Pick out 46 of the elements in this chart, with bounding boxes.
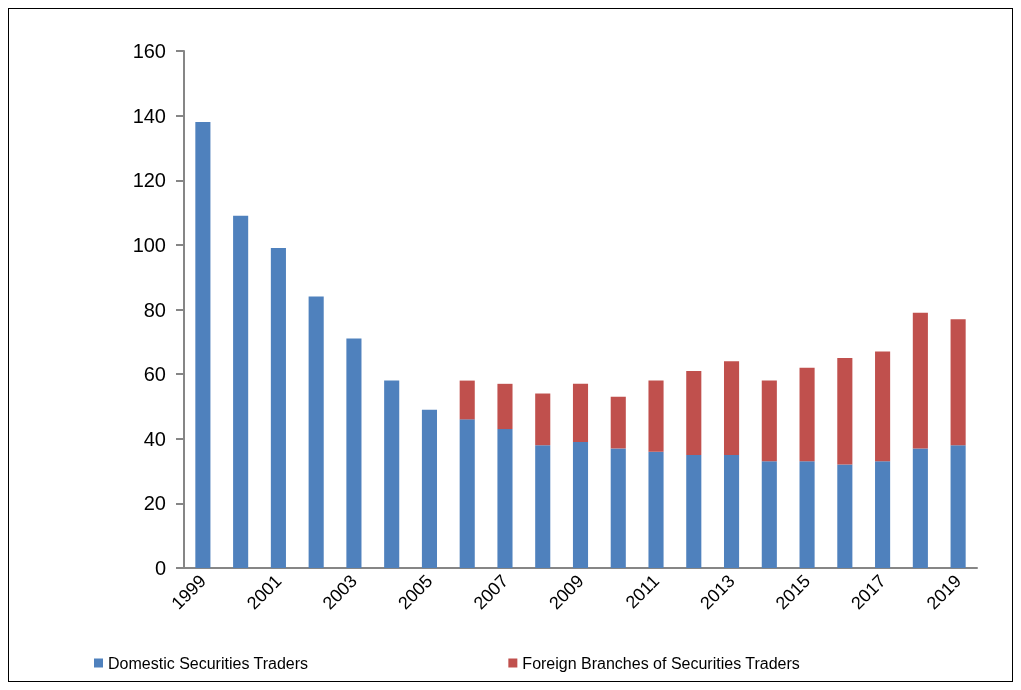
bar bbox=[497, 429, 513, 568]
y-tick-label: 0 bbox=[154, 557, 166, 579]
bar bbox=[648, 451, 664, 568]
bar bbox=[497, 383, 513, 430]
legend-label: Domestic Securities Traders bbox=[108, 654, 309, 672]
bar bbox=[459, 419, 475, 568]
bar bbox=[724, 454, 740, 568]
bar bbox=[912, 312, 928, 449]
bar bbox=[686, 454, 702, 568]
bar bbox=[950, 319, 966, 446]
bar bbox=[799, 461, 815, 568]
bar bbox=[724, 361, 740, 455]
bar bbox=[233, 215, 249, 568]
y-tick-label: 80 bbox=[143, 298, 166, 321]
bar bbox=[837, 357, 853, 465]
bar bbox=[421, 409, 437, 568]
bar bbox=[610, 396, 626, 449]
bar bbox=[837, 464, 853, 568]
bar bbox=[195, 122, 211, 568]
y-tick-label: 120 bbox=[132, 169, 166, 192]
y-tick-label: 20 bbox=[143, 492, 166, 515]
bar bbox=[308, 296, 324, 568]
bar bbox=[610, 448, 626, 568]
bar bbox=[572, 441, 589, 568]
bar bbox=[761, 461, 777, 568]
y-tick-label: 100 bbox=[132, 233, 166, 256]
legend-label: Foreign Branches of Securities Traders bbox=[522, 654, 800, 672]
y-tick-label: 60 bbox=[143, 363, 166, 386]
bar bbox=[799, 367, 815, 462]
y-tick-label: 140 bbox=[132, 104, 166, 127]
bar bbox=[384, 380, 400, 568]
bar bbox=[346, 338, 362, 568]
bar bbox=[270, 248, 286, 568]
bar bbox=[535, 445, 551, 568]
bar bbox=[950, 445, 966, 568]
bar bbox=[648, 380, 664, 452]
y-tick-label: 160 bbox=[132, 40, 166, 62]
bar bbox=[572, 383, 589, 442]
bar bbox=[761, 380, 777, 462]
bar bbox=[912, 448, 928, 568]
y-tick-label: 40 bbox=[143, 427, 166, 450]
bar bbox=[535, 393, 551, 446]
bar bbox=[686, 370, 702, 455]
bar bbox=[875, 351, 891, 462]
bar bbox=[459, 380, 475, 420]
bar bbox=[875, 461, 891, 568]
